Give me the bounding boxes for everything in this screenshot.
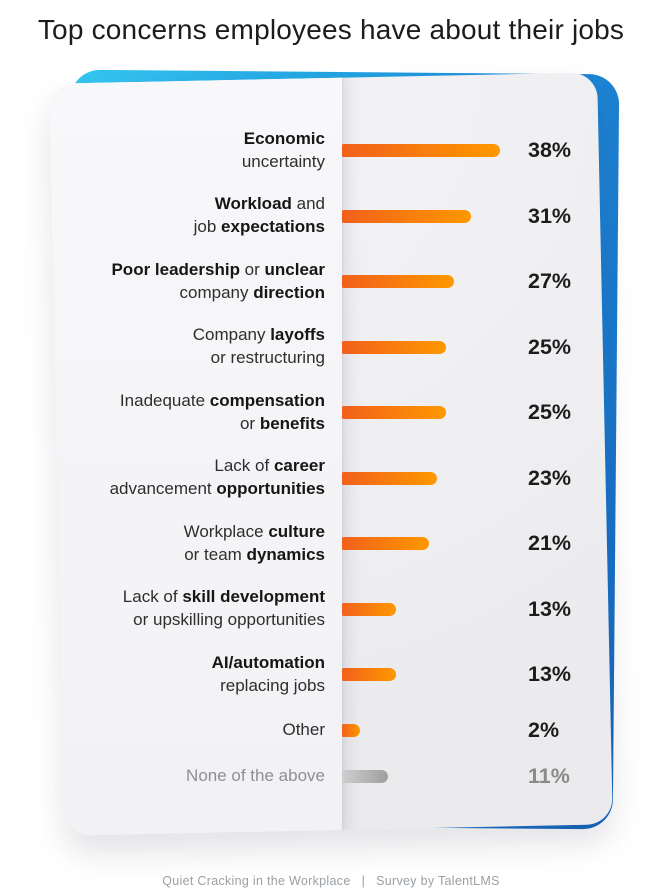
chart-row: Economic uncertainty 38% [57,118,605,184]
footer-source-left: Quiet Cracking in the Workplace [162,874,351,888]
bar-value: 11% [528,764,570,788]
bar-track [342,275,520,289]
bar [342,537,430,551]
footer-source-right: Survey by TalentLMS [376,874,500,888]
chart-row: Inadequate compensation or benefits 25% [57,380,605,446]
bar-value: 13% [528,662,572,687]
bar [342,724,360,737]
footer-separator: | [361,874,366,888]
bar-track [342,209,520,223]
row-label: Inadequate compensation or benefits [119,390,325,433]
bar-track [342,537,520,551]
bar [342,602,396,616]
bar-value: 25% [528,334,572,359]
row-label: Economic uncertainty [241,128,325,171]
bar-value: 2% [528,718,560,742]
chart-row: Lack of career advancement opportunities 2… [57,446,605,512]
row-label: Poor leadership or unclear company direct… [111,259,325,302]
chart-rows: Economic uncertainty 38% Workload and job ex… [57,78,605,800]
row-label: Workload and job expectations [193,194,325,237]
chart-row: Workload and job expectations 31% [57,184,605,250]
bar [342,275,455,289]
bar-track [342,340,520,354]
bar [342,406,446,420]
bar-value: 31% [528,203,572,228]
footer: Quiet Cracking in the Workplace | Survey… [0,874,662,888]
bar-value: 27% [528,269,572,294]
row-label: None of the above [186,766,325,786]
row-label: AI/automation replacing jobs [211,652,325,695]
row-label: Company layoffs or restructuring [192,325,325,368]
bar [342,209,471,223]
bar-value: 38% [528,138,572,163]
row-label: Workplace culture or team dynamics [183,521,325,564]
bar [342,471,438,485]
bar-track [342,406,520,420]
bar-track [342,668,520,682]
row-label: Lack of career advancement opportunities [109,456,325,499]
bar-track [342,602,520,616]
chart-row: Company layoffs or restructuring 25% [57,315,605,381]
bar [342,770,388,783]
bar-value: 25% [528,400,572,425]
bar [342,668,396,682]
chart-row: Lack of skill development or upskilling o… [57,577,605,643]
chart-row: None of the above 11% [57,754,605,800]
bar [342,144,500,158]
chart-row: Poor leadership or unclear company direct… [57,249,605,315]
bar-track [342,724,520,737]
chart-card: Economic uncertainty 38% Workload and job ex… [49,72,613,836]
row-label: Other [282,720,325,740]
bar-track [342,144,520,158]
bar [342,340,446,354]
bar-value: 13% [528,596,572,621]
bar-value: 21% [528,531,572,556]
chart-row: Other 2% [57,708,605,754]
chart-card-scene: Economic uncertainty 38% Workload and job ex… [49,69,620,836]
bar-track [342,770,520,783]
chart-card-content: Economic uncertainty 38% Workload and job ex… [49,72,605,836]
page-title: Top concerns employees have about their … [37,14,625,45]
row-label: Lack of skill development or upskilling o… [122,587,325,630]
chart-row: Workplace culture or team dynamics 21% [57,511,605,577]
bar-value: 23% [528,465,572,490]
chart-row: AI/automation replacing jobs 13% [57,642,605,708]
bar-track [342,471,520,485]
